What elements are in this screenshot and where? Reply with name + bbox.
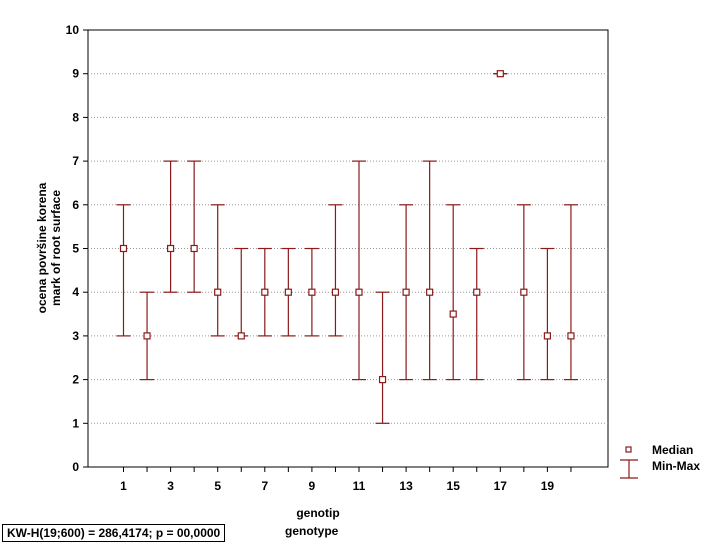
errorbar-series xyxy=(116,70,578,424)
median-marker xyxy=(496,70,504,78)
errorbar-18 xyxy=(516,204,531,381)
x-tick-label: 3 xyxy=(167,479,174,493)
median-marker xyxy=(449,310,457,318)
x-axis-ticks: 1 3 5 7 9 11 13 15 17 19 xyxy=(120,467,572,493)
median-marker xyxy=(308,288,316,296)
median-marker xyxy=(214,288,222,296)
errorbar-12 xyxy=(375,291,390,424)
y-tick-label: 10 xyxy=(66,23,80,37)
y-axis-title-line2: mark of root surface xyxy=(49,190,63,306)
errorbar-10 xyxy=(328,204,343,337)
plot-background xyxy=(87,29,609,468)
y-tick-label: 9 xyxy=(72,67,79,81)
median-marker xyxy=(143,332,151,340)
errorbar-16 xyxy=(469,247,484,381)
y-tick-label: 1 xyxy=(72,416,79,430)
errorbar-4 xyxy=(187,160,202,293)
stats-annotation: KW-H(19;600) = 286,4174; p = 00,0000 xyxy=(2,524,226,542)
errorbar-9 xyxy=(304,247,319,337)
x-tick-label: 9 xyxy=(309,479,316,493)
errorbar-6 xyxy=(234,247,249,340)
median-marker xyxy=(284,288,292,296)
median-marker xyxy=(402,288,410,296)
errorbar-3 xyxy=(163,160,178,293)
errorbar-1 xyxy=(116,204,131,337)
legend-median-marker xyxy=(625,446,632,453)
errorbar-20 xyxy=(563,204,578,381)
median-marker xyxy=(119,244,128,253)
y-tick-label: 5 xyxy=(72,242,79,256)
median-marker xyxy=(355,288,363,296)
errorbar-11 xyxy=(352,160,366,381)
y-axis-ticks: 0 1 2 3 4 5 6 7 8 9 10 xyxy=(66,23,88,474)
errorbar-8 xyxy=(281,247,296,337)
y-axis-title-line1: ocena površine korena xyxy=(35,182,49,313)
x-tick-label: 19 xyxy=(541,479,555,493)
x-tick-label: 7 xyxy=(261,479,268,493)
y-tick-label: 0 xyxy=(72,460,79,474)
errorbar-13 xyxy=(399,204,414,381)
x-tick-label: 5 xyxy=(214,479,221,493)
errorbar-5 xyxy=(210,204,225,337)
x-tick-label: 17 xyxy=(494,479,508,493)
y-tick-label: 7 xyxy=(72,154,79,168)
y-tick-label: 2 xyxy=(72,373,79,387)
errorbar-17 xyxy=(493,70,508,78)
median-marker xyxy=(237,332,245,340)
x-tick-label: 15 xyxy=(447,479,461,493)
median-marker xyxy=(167,244,175,253)
x-tick-label: 13 xyxy=(399,479,413,493)
median-marker xyxy=(261,288,269,296)
median-marker xyxy=(473,288,481,296)
median-marker xyxy=(543,332,552,340)
median-marker xyxy=(190,244,198,253)
errorbar-2 xyxy=(140,291,155,381)
errorbar-7 xyxy=(257,247,272,337)
median-marker xyxy=(378,376,387,384)
errorbar-14 xyxy=(422,160,437,381)
y-tick-label: 6 xyxy=(72,198,79,212)
y-tick-label: 3 xyxy=(72,329,79,343)
errorbar-19 xyxy=(540,247,555,381)
x-tick-label: 11 xyxy=(353,479,366,493)
legend-minmax-marker xyxy=(620,459,638,479)
errorbar-15 xyxy=(446,204,461,381)
y-axis-title: ocena površine korena mark of root surfa… xyxy=(35,182,63,313)
y-tick-label: 8 xyxy=(72,110,79,124)
x-axis-title-line2: genotype xyxy=(285,524,339,538)
median-marker xyxy=(567,332,575,340)
legend-minmax-label: Min-Max xyxy=(652,459,700,473)
legend-median-label: Median xyxy=(652,443,693,457)
x-tick-label: 1 xyxy=(120,479,127,493)
y-tick-label: 4 xyxy=(72,285,79,299)
median-marker xyxy=(331,288,340,296)
x-axis-title-line1: genotip xyxy=(296,506,339,520)
median-marker xyxy=(426,288,434,296)
legend: Median Min-Max xyxy=(620,443,700,479)
median-marker xyxy=(520,288,528,296)
